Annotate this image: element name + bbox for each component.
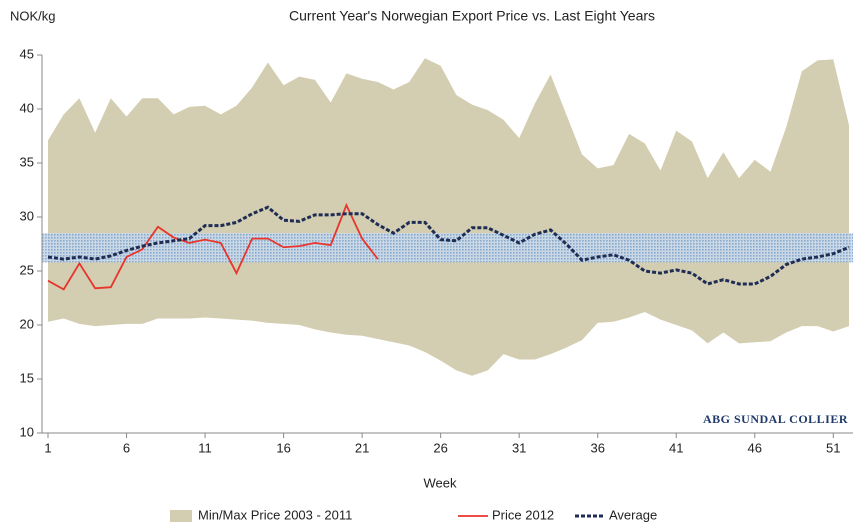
legend-label: Average xyxy=(609,507,657,522)
legend: Min/Max Price 2003 - 2011 Price 2012 Avera… xyxy=(170,507,657,522)
x-tick-label: 31 xyxy=(512,440,526,455)
watermark: ABG SUNDAL COLLIER xyxy=(703,412,848,426)
x-tick-label: 46 xyxy=(748,440,762,455)
x-tick-label: 6 xyxy=(123,440,130,455)
legend-swatch xyxy=(170,510,192,522)
legend-label: Min/Max Price 2003 - 2011 xyxy=(198,507,352,522)
y-tick-label: 20 xyxy=(20,316,34,331)
x-tick-label: 16 xyxy=(276,440,290,455)
x-tick-label: 26 xyxy=(433,440,447,455)
y-tick-label: 40 xyxy=(20,100,34,115)
y-tick-label: 25 xyxy=(20,262,34,277)
reference-band xyxy=(42,233,853,263)
x-axis-label: Week xyxy=(424,475,457,490)
range-area xyxy=(48,58,849,376)
x-tick-label: 41 xyxy=(669,440,683,455)
legend-label: Price 2012 xyxy=(492,507,554,522)
x-tick-label: 1 xyxy=(44,440,51,455)
y-tick-label: 35 xyxy=(20,154,34,169)
x-tick-label: 11 xyxy=(198,440,212,455)
y-tick-label: 45 xyxy=(20,46,34,61)
series-line xyxy=(47,202,379,291)
y-axis-label: NOK/kg xyxy=(10,8,56,23)
y-tick-label: 15 xyxy=(20,370,34,385)
x-tick-label: 36 xyxy=(590,440,604,455)
x-tick-label: 51 xyxy=(826,440,840,455)
y-tick-label: 10 xyxy=(20,424,34,439)
x-tick-label: 21 xyxy=(355,440,369,455)
y-tick-label: 30 xyxy=(20,208,34,223)
chart-title: Current Year's Norwegian Export Price vs… xyxy=(289,8,655,24)
series-line xyxy=(47,205,850,286)
